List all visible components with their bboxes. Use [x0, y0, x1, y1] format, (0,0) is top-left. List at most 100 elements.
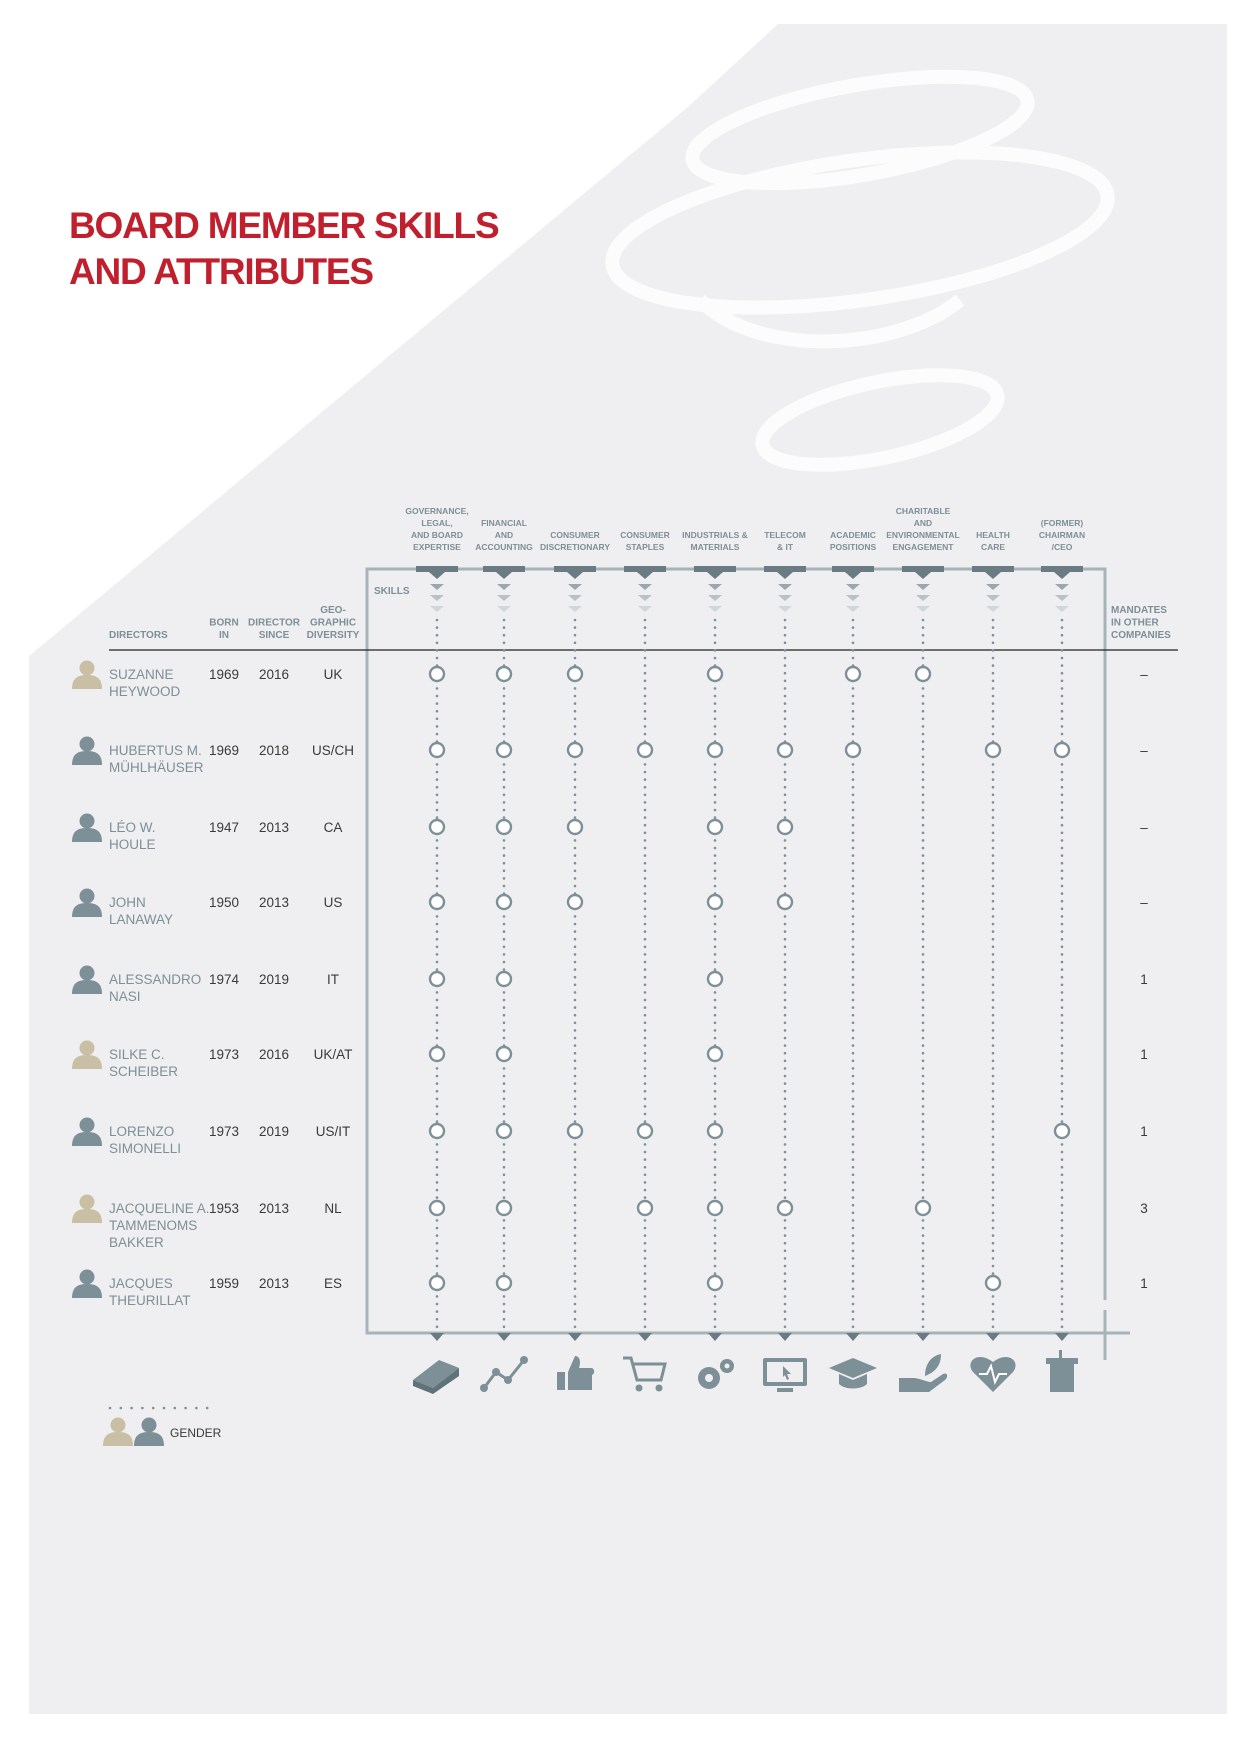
- chevron: [846, 595, 860, 601]
- column-header: BORN: [209, 618, 238, 629]
- skill-marker: [495, 1274, 513, 1292]
- skill-header: CONSUMER: [620, 530, 670, 540]
- legend-icon: [134, 1432, 164, 1446]
- chevron: [430, 584, 444, 590]
- director-since: 2013: [259, 1201, 289, 1216]
- skill-header: STAPLES: [626, 542, 665, 552]
- column-header: SINCE: [259, 630, 290, 641]
- skill-marker: [428, 970, 446, 988]
- born-year: 1969: [209, 667, 239, 682]
- skill-marker: [636, 1122, 654, 1140]
- column-header: IN OTHER: [1111, 618, 1160, 629]
- chevron: [846, 584, 860, 590]
- director-name: JACQUELINE A.: [109, 1201, 210, 1216]
- director-since: 2018: [259, 743, 289, 758]
- skill-marker: [428, 893, 446, 911]
- icon-part: [925, 1354, 941, 1376]
- chevron: [568, 584, 582, 590]
- skill-marker: [706, 970, 724, 988]
- icon-part: [635, 1384, 643, 1392]
- chevron: [568, 606, 582, 612]
- director-since: 2013: [259, 820, 289, 835]
- person-icon: [72, 1284, 102, 1298]
- icon-part: [705, 1374, 713, 1382]
- skill-header: ENVIRONMENTAL: [886, 530, 960, 540]
- skill-marker: [428, 818, 446, 836]
- legend-icon: [110, 1417, 126, 1433]
- mandates: 1: [1140, 1276, 1148, 1291]
- icon-part: [777, 1388, 793, 1392]
- skill-header: POSITIONS: [830, 542, 877, 552]
- chevron: [915, 572, 931, 579]
- icon-part: [413, 1360, 459, 1388]
- chevron: [916, 606, 930, 612]
- chevron: [778, 606, 792, 612]
- chevron: [1055, 606, 1069, 612]
- icon-part: [623, 1356, 667, 1382]
- skill-header: AND BOARD: [411, 530, 463, 540]
- person-icon: [72, 1132, 102, 1146]
- chevron: [1054, 572, 1070, 579]
- skill-tab: [554, 566, 596, 572]
- skill-header: INDUSTRIALS &: [682, 530, 748, 540]
- icon-part: [655, 1384, 663, 1392]
- chevron: [1055, 584, 1069, 590]
- skill-header: CONSUMER: [550, 530, 600, 540]
- chevron: [497, 606, 511, 612]
- chevron: [638, 606, 652, 612]
- geo-diversity: UK: [324, 667, 343, 682]
- skill-header: & IT: [777, 542, 794, 552]
- director-name: THEURILLAT: [109, 1293, 191, 1308]
- icon-part: [1059, 1350, 1062, 1359]
- skills-frame: [365, 567, 1107, 1335]
- skill-header: LEGAL,: [421, 518, 452, 528]
- column-foot: [708, 1333, 722, 1341]
- person-icon: [79, 1040, 95, 1056]
- person-icon: [79, 888, 95, 904]
- skill-header: AND: [495, 530, 513, 540]
- column-foot: [778, 1333, 792, 1341]
- director-name: MÜHLHÄUSER: [109, 760, 204, 775]
- icon-part: [568, 1356, 595, 1390]
- column-foot: [568, 1333, 582, 1341]
- director-name: HUBERTUS M.: [109, 743, 202, 758]
- skill-marker: [636, 1199, 654, 1217]
- chevron: [778, 584, 792, 590]
- skill-tab: [832, 566, 874, 572]
- skill-marker: [495, 741, 513, 759]
- geo-diversity: NL: [324, 1201, 342, 1216]
- skill-tab: [483, 566, 525, 572]
- skill-marker: [636, 741, 654, 759]
- skill-icon: [623, 1356, 667, 1392]
- icon-part: [839, 1374, 867, 1389]
- skill-marker: [428, 1274, 446, 1292]
- person-icon: [72, 828, 102, 842]
- skill-tab: [972, 566, 1014, 572]
- chevron: [846, 606, 860, 612]
- icon-part: [1046, 1358, 1078, 1364]
- icon-part: [492, 1368, 500, 1376]
- chevron: [567, 572, 583, 579]
- chevron: [708, 584, 722, 590]
- column-foot: [638, 1333, 652, 1341]
- skill-marker: [566, 818, 584, 836]
- icon-part: [829, 1358, 877, 1378]
- skill-marker: [914, 1199, 932, 1217]
- skill-header: EXPERTISE: [413, 542, 461, 552]
- skill-marker: [428, 1122, 446, 1140]
- column-foot: [986, 1333, 1000, 1341]
- column-foot: [846, 1333, 860, 1341]
- skill-marker: [428, 1199, 446, 1217]
- column-foot: [497, 1333, 511, 1341]
- icon-part: [979, 1363, 1007, 1385]
- chevron: [986, 584, 1000, 590]
- skill-marker: [495, 970, 513, 988]
- skill-marker: [566, 1122, 584, 1140]
- skill-marker: [706, 741, 724, 759]
- skill-header: FINANCIAL: [481, 518, 527, 528]
- born-year: 1973: [209, 1124, 239, 1139]
- chevron: [985, 572, 1001, 579]
- skill-marker: [495, 1045, 513, 1063]
- skill-header: DISCRETIONARY: [540, 542, 610, 552]
- icon-part: [480, 1384, 488, 1392]
